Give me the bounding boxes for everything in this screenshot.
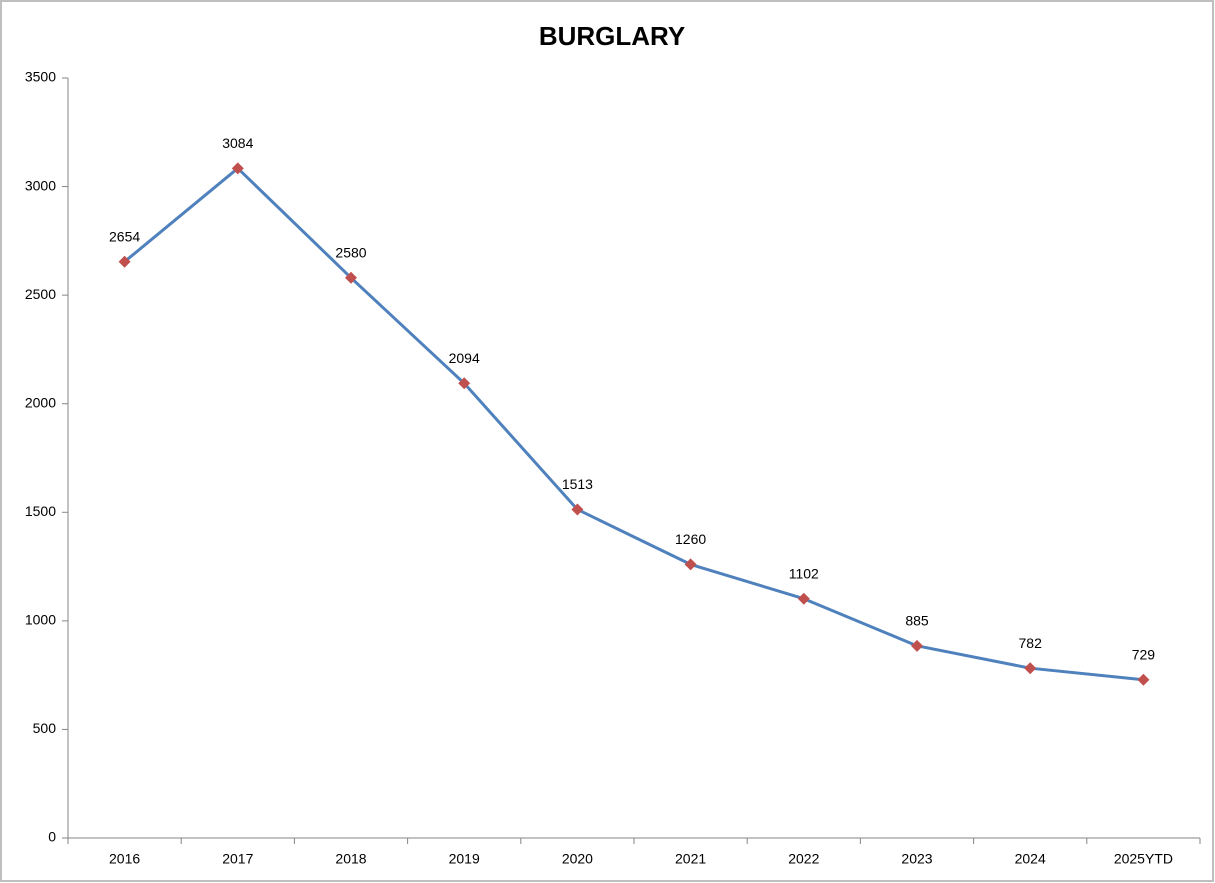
data-label: 2094: [449, 350, 480, 366]
x-tick-label: 2016: [109, 851, 140, 867]
marker: [797, 592, 810, 605]
marker: [911, 639, 923, 652]
data-label: 1260: [675, 531, 706, 547]
x-tick-label: 2017: [222, 851, 253, 867]
chart-title: BURGLARY: [539, 21, 685, 51]
data-label: 729: [1132, 646, 1156, 662]
x-tick-label: 2024: [1015, 851, 1046, 867]
data-label: 885: [905, 613, 929, 629]
marker: [458, 377, 471, 390]
data-label: 2580: [335, 244, 366, 260]
data-label: 3084: [222, 135, 253, 151]
marker: [684, 558, 697, 571]
data-label: 2654: [109, 228, 140, 244]
x-tick-label: 2018: [335, 851, 366, 867]
x-tick-label: 2021: [675, 851, 706, 867]
marker: [118, 255, 131, 268]
data-label: 782: [1019, 635, 1043, 651]
x-tick-label: 2019: [449, 851, 480, 867]
data-label: 1513: [562, 476, 593, 492]
y-tick-label: 1000: [25, 612, 56, 628]
x-tick-label: 2023: [901, 851, 932, 867]
line: [123, 166, 1144, 682]
x-tick-label: 2025YTD: [1114, 851, 1173, 867]
x-tick-label: 2020: [562, 851, 593, 867]
y-tick-label: 500: [33, 720, 57, 736]
marker: [231, 162, 244, 175]
y-tick-label: 2500: [25, 286, 56, 302]
y-tick-label: 2000: [25, 394, 56, 410]
marker: [571, 503, 584, 516]
marker: [1137, 673, 1150, 686]
data-label: 1102: [789, 565, 819, 581]
marker: [345, 271, 357, 284]
y-tick-label: 0: [48, 829, 56, 845]
marker: [1024, 662, 1037, 675]
x-tick-label: 2022: [788, 851, 819, 867]
y-tick-label: 1500: [25, 503, 56, 519]
y-tick-label: 3500: [25, 69, 56, 85]
y-tick-label: 3000: [25, 177, 56, 193]
